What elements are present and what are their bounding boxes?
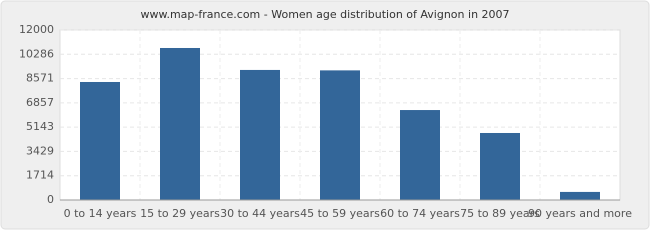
bar <box>480 132 520 200</box>
bar <box>160 47 200 200</box>
x-tick-label: 45 to 59 years <box>300 207 380 220</box>
y-tick-label: 1714 <box>26 169 54 182</box>
y-tick-label: 8571 <box>26 72 54 85</box>
y-tick-label: 6857 <box>26 96 54 109</box>
bar <box>560 191 600 200</box>
bar <box>80 81 120 200</box>
x-tick-label: 15 to 29 years <box>140 207 220 220</box>
x-tick-label: 60 to 74 years <box>380 207 460 220</box>
y-tick-label: 10286 <box>19 47 54 60</box>
x-tick-label: 0 to 14 years <box>64 207 137 220</box>
chart-title: www.map-france.com - Women age distribut… <box>140 8 509 21</box>
bar <box>240 69 280 200</box>
bar <box>400 110 440 200</box>
y-tick-label: 12000 <box>19 23 54 36</box>
x-tick-label: 75 to 89 years <box>460 207 540 220</box>
y-tick-label: 3429 <box>26 144 54 157</box>
bar <box>320 70 360 200</box>
chart: www.map-france.com - Women age distribut… <box>0 0 650 230</box>
x-tick-label: 30 to 44 years <box>220 207 300 220</box>
x-tick-label: 90 years and more <box>528 207 632 220</box>
y-tick-label: 5143 <box>26 120 54 133</box>
y-tick-label: 0 <box>47 193 54 206</box>
